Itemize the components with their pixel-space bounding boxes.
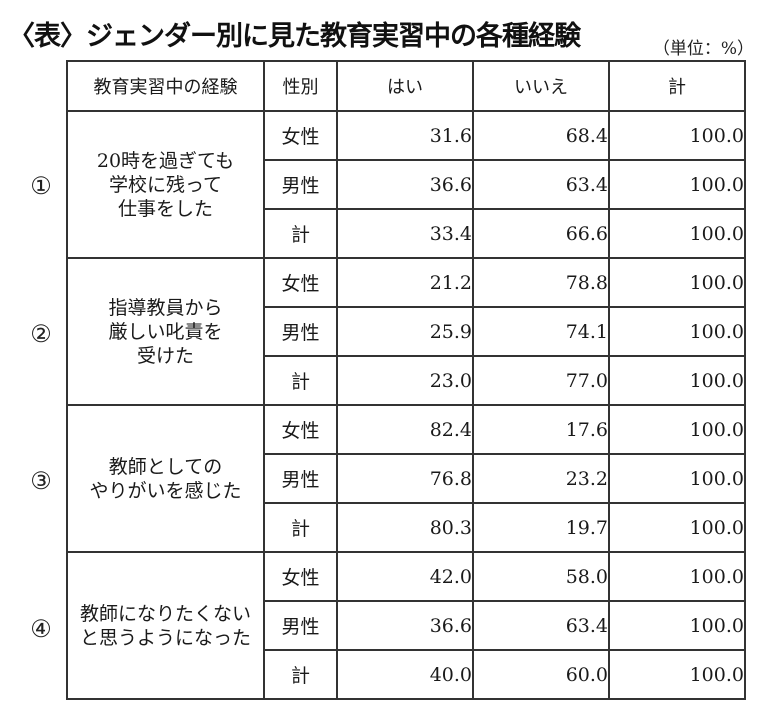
total-cell: 100.0 [608,208,746,259]
experience-line: 受けた [136,344,194,367]
experience-line: 指導教員から [108,296,223,319]
gender-cell: 計 [263,355,338,406]
table-row: 男性 36.6 63.4 100.0 [67,159,746,210]
table-row: 計 80.3 19.7 100.0 [67,502,746,553]
group-marker-2: ② [30,320,52,348]
gender-cell: 男性 [263,600,338,651]
gender-cell: 女性 [263,257,338,308]
total-cell: 100.0 [608,600,746,651]
yes-cell: 42.0 [336,551,474,602]
yes-cell: 25.9 [336,306,474,357]
experience-table: 教育実習中の経験 性別 はい いいえ 計 20時を過ぎても 学校に残って 仕事を… [66,60,746,700]
total-cell: 100.0 [608,306,746,357]
experience-line: 教師になりたくない [79,602,251,625]
experience-line: 厳しい叱責を [108,320,223,343]
yes-cell: 40.0 [336,649,474,700]
no-cell: 23.2 [472,453,610,504]
total-cell: 100.0 [608,649,746,700]
unit-label: （単位：%） [652,39,754,59]
no-cell: 19.7 [472,502,610,553]
gender-cell: 計 [263,208,338,259]
no-cell: 63.4 [472,159,610,210]
table-row: 教師になりたくない と思うようになった 女性 42.0 58.0 100.0 [66,551,746,700]
group-marker-4: ④ [30,615,52,643]
gender-cell: 女性 [263,551,338,602]
no-cell: 17.6 [472,404,610,455]
experience-cell-4: 教師になりたくない と思うようになった [66,551,265,700]
experience-line: と思うようになった [79,626,251,649]
total-cell: 100.0 [608,257,746,308]
gender-cell: 計 [263,502,338,553]
experience-cell-1: 20時を過ぎても 学校に残って 仕事をした [66,110,265,259]
total-cell: 100.0 [608,404,746,455]
experience-line: やりがいを感じた [89,479,242,502]
header-gender: 性別 [263,60,338,112]
experience-line: 20時を過ぎても [96,149,235,172]
total-cell: 100.0 [608,159,746,210]
total-cell: 100.0 [608,551,746,602]
total-cell: 100.0 [608,355,746,406]
experience-cell-2: 指導教員から 厳しい叱責を 受けた [66,257,265,406]
gender-cell: 女性 [263,110,338,161]
header-experience: 教育実習中の経験 [66,60,265,112]
experience-line: 教師としての [108,455,223,478]
gender-cell: 女性 [263,404,338,455]
experience-line: 学校に残って [108,173,223,196]
table-row: 計 40.0 60.0 100.0 [67,649,746,700]
yes-cell: 80.3 [336,502,474,553]
header-row: 教育実習中の経験 性別 はい いいえ 計 [66,60,746,112]
total-cell: 100.0 [608,453,746,504]
yes-cell: 76.8 [336,453,474,504]
yes-cell: 23.0 [336,355,474,406]
no-cell: 68.4 [472,110,610,161]
table-title: 〈表〉ジェンダー別に見た教育実習中の各種経験 [8,21,581,52]
table-row: 男性 76.8 23.2 100.0 [67,453,746,504]
table-row: 教師としての やりがいを感じた 女性 82.4 17.6 100.0 [66,404,746,553]
no-cell: 63.4 [472,600,610,651]
header-no: いいえ [472,60,610,112]
gender-cell: 計 [263,649,338,700]
gender-cell: 男性 [263,159,338,210]
gender-cell: 男性 [263,306,338,357]
no-cell: 77.0 [472,355,610,406]
table-row: 男性 36.6 63.4 100.0 [67,600,746,651]
group-marker-3: ③ [30,467,52,495]
yes-cell: 31.6 [336,110,474,161]
yes-cell: 33.4 [336,208,474,259]
table-row: 男性 25.9 74.1 100.0 [67,306,746,357]
no-cell: 74.1 [472,306,610,357]
experience-line: 仕事をした [117,197,213,220]
yes-cell: 21.2 [336,257,474,308]
no-cell: 60.0 [472,649,610,700]
table-row: 20時を過ぎても 学校に残って 仕事をした 女性 31.6 68.4 100.0 [66,110,746,259]
total-cell: 100.0 [608,110,746,161]
table-row: 指導教員から 厳しい叱責を 受けた 女性 21.2 78.8 100.0 [66,257,746,406]
yes-cell: 82.4 [336,404,474,455]
table-row: 計 33.4 66.6 100.0 [67,208,746,259]
yes-cell: 36.6 [336,600,474,651]
no-cell: 66.6 [472,208,610,259]
header-total: 計 [608,60,746,112]
experience-cell-3: 教師としての やりがいを感じた [66,404,265,553]
total-cell: 100.0 [608,502,746,553]
yes-cell: 36.6 [336,159,474,210]
table-row: 計 23.0 77.0 100.0 [67,355,746,406]
no-cell: 58.0 [472,551,610,602]
gender-cell: 男性 [263,453,338,504]
header-yes: はい [336,60,474,112]
no-cell: 78.8 [472,257,610,308]
group-marker-1: ① [30,172,52,200]
